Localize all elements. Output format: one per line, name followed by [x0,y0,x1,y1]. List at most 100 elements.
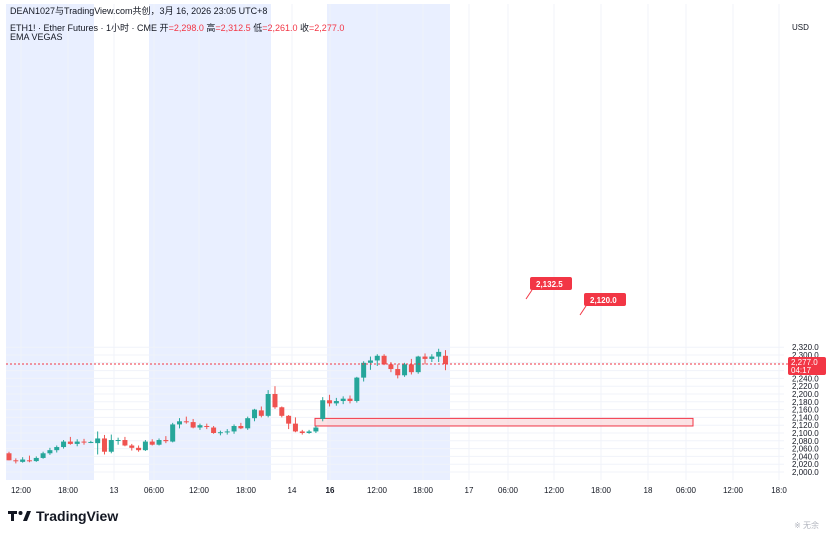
candle-body [115,440,121,442]
y-tick-label: 2,320.0 [792,343,819,352]
x-tick-label: 17 [465,486,474,495]
candle-body [429,356,435,359]
attribution-text: DEAN1027与TradingView.com共创，3月 16, 2026 2… [10,6,268,16]
candle [217,430,223,436]
candle [170,422,176,443]
candle-body [163,440,169,442]
candle [333,397,339,406]
candle [320,397,326,422]
candle [136,445,142,452]
candle [40,451,46,459]
y-tick-label: 2,140.0 [792,413,819,422]
candle [156,438,162,446]
x-tick-label: 13 [110,486,119,495]
candle-body [422,356,428,359]
candle [340,396,346,405]
candle [258,406,264,418]
candle [74,439,80,447]
y-tick-label: 2,000.0 [792,468,819,477]
y-tick-label: 2,180.0 [792,398,819,407]
candle [88,440,94,444]
x-tick-label: 12:00 [544,486,565,495]
zone-rect[interactable] [314,417,694,427]
candle-body [279,407,285,416]
indicator-legend[interactable]: EMA VEGAS [10,32,63,42]
candle [429,354,435,363]
x-tick-label: 16 [326,486,335,495]
candle [299,429,305,435]
x-tick-label: 06:00 [498,486,519,495]
tv-logo-icon [8,511,31,521]
candle [374,354,380,366]
x-tick-label: 06:00 [676,486,697,495]
high-value: =2,312.5 [215,23,251,33]
candle-body [61,441,67,448]
candle-body [313,427,319,432]
candle [190,418,196,429]
close-label: 收 [300,23,310,33]
y-tick-label: 2,160.0 [792,406,819,415]
x-tick-label: 18 [644,486,653,495]
candle [47,447,53,455]
candle [81,438,87,445]
candle [245,416,251,430]
symbol-legend[interactable]: ETH1! · Ether Futures · 1小时 · CME 开=2,29… [10,21,344,34]
candle [272,386,278,409]
candle [6,451,12,461]
candle-body [367,360,373,363]
candle-body [265,394,271,416]
candle-body [272,394,278,408]
candle-body [395,369,401,376]
candle [95,431,101,455]
price-tag-countdown: 04:17 [791,366,812,375]
candle-body [183,421,189,423]
candle [149,439,155,446]
candle-body [258,410,264,416]
candle [61,440,67,449]
zone-label-upper-text: 2,132.5 [536,280,563,289]
candle-body [129,445,135,448]
candle [211,425,217,434]
candle [142,440,148,451]
candle [395,364,401,379]
candle-body [156,440,162,445]
candle [265,390,271,418]
candle [33,456,39,462]
tradingview-logo[interactable]: TradingView [8,508,118,524]
candle-body [40,453,46,458]
candle [381,354,387,366]
candle [122,436,128,447]
open-label: 开 [159,23,169,33]
symbol-name: ETH1! · Ether Futures · 1小时 · CME [10,23,158,33]
candle [354,376,360,403]
candle-body [354,377,360,402]
low-value: =2,261.0 [262,23,298,33]
zone-label-lower-box[interactable] [584,293,626,306]
x-tick-label: 18:00 [236,486,257,495]
candle [231,424,237,434]
candle-body [101,438,107,452]
watermark-text: ※ 无余 [794,521,819,530]
candle-body [136,447,142,451]
candle-body [13,460,19,462]
candle-body [204,425,210,427]
currency-label: USD [792,23,809,32]
candle-body [170,424,176,442]
y-tick-label: 2,100.0 [792,429,819,438]
candle [436,348,442,363]
candle [402,362,408,377]
candle-body [252,409,258,419]
candle-body [402,364,408,376]
x-tick-label: 18:00 [413,486,434,495]
candle-body [108,440,114,452]
candle-body [374,355,380,361]
candle-body [122,440,128,446]
candle-body [88,441,94,443]
candle-body [177,421,182,425]
zone-label-upper-box[interactable] [530,277,572,290]
candle-body [211,427,217,433]
candle-body [33,457,39,462]
x-tick-label: 12:00 [723,486,744,495]
session-band [327,4,450,480]
